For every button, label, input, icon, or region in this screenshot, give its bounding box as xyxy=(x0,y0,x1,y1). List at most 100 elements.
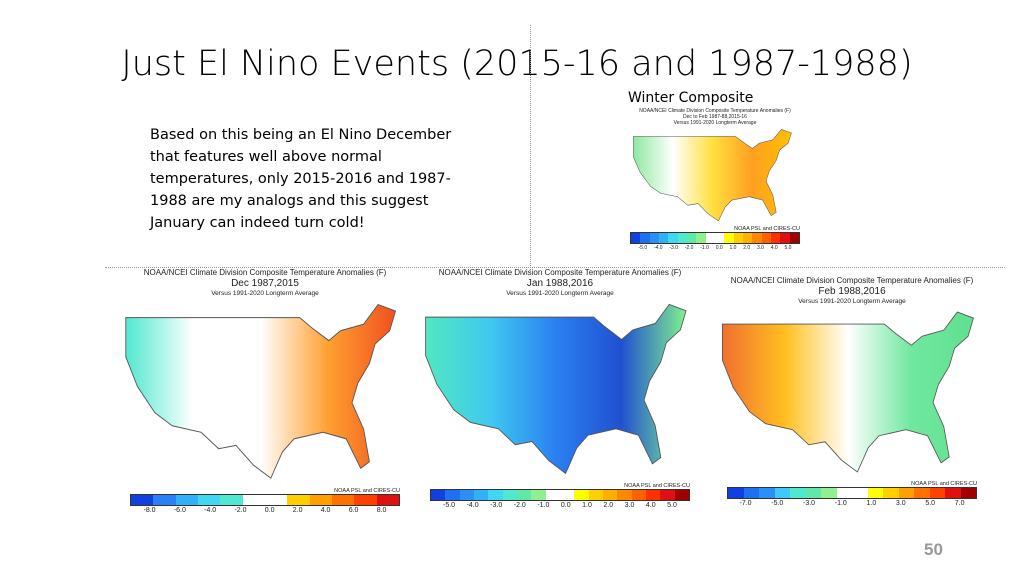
colorbar-cell xyxy=(473,490,489,500)
colorbar-cell xyxy=(752,233,762,243)
colorbar-cell xyxy=(867,488,883,498)
colorbar-cell xyxy=(770,233,781,243)
colorbar-cell xyxy=(649,233,659,243)
colorbar-cell xyxy=(724,233,734,243)
colorbar-label: 4.0 xyxy=(645,502,656,509)
colorbar-label: 4.0 xyxy=(770,245,778,251)
map-panel-jan: NOAA/NCEI Climate Division Composite Tem… xyxy=(415,268,705,509)
us-anomaly-map xyxy=(125,303,397,479)
map-credit: NOAA PSL and CIRES-CU xyxy=(734,226,800,232)
map-baseline: Versus 1991-2020 Longterm Average xyxy=(211,290,319,297)
map-title: NOAA/NCEI Climate Division Composite Tem… xyxy=(143,268,387,277)
colorbar-cell xyxy=(445,490,460,500)
colorbar-labels: -8.0 -6.0 -4.0 -2.0 0.0 2.0 4.0 6.0 8.0 xyxy=(144,507,387,514)
colorbar-label: -3.0 xyxy=(490,502,503,509)
colorbar-label: 6.0 xyxy=(348,507,359,514)
map-header: NOAA/NCEI Climate Division Composite Tem… xyxy=(600,108,830,126)
colorbar xyxy=(727,487,977,499)
us-anomaly-map xyxy=(721,311,975,473)
colorbar-cell xyxy=(728,488,744,498)
colorbar-label: -8.0 xyxy=(143,507,156,514)
colorbar-label: -4.0 xyxy=(653,245,663,251)
colorbar-cell xyxy=(790,488,806,498)
colorbar xyxy=(430,489,690,501)
colorbar-cell xyxy=(686,233,697,243)
colorbar-cell xyxy=(640,233,650,243)
colorbar-cell xyxy=(668,233,678,243)
colorbar-cell xyxy=(705,233,715,243)
colorbar-cell xyxy=(431,490,446,500)
map-title: NOAA/NCEI Climate Division Composite Tem… xyxy=(438,268,682,277)
colorbar-cell xyxy=(376,495,399,505)
colorbar-label: 2.0 xyxy=(603,502,614,509)
divider-horizontal xyxy=(105,267,1005,268)
colorbar-label: -5.0 xyxy=(443,502,456,509)
colorbar-label: 7.0 xyxy=(954,500,965,507)
map-baseline: Versus 1991-2020 Longterm Average xyxy=(506,290,614,297)
colorbar-cell xyxy=(197,495,221,505)
colorbar-label: -2.0 xyxy=(513,502,526,509)
colorbar-label: 3.0 xyxy=(756,245,764,251)
colorbar-cell xyxy=(742,233,753,243)
winter-composite-label: Winter Composite xyxy=(628,90,754,106)
colorbar-cell xyxy=(488,490,503,500)
colorbar-labels: -5.0 -4.0 -3.0 -2.0 -1.0 0.0 1.0 2.0 3.0 4.0 5.0 xyxy=(443,502,677,509)
colorbar-cell xyxy=(914,488,930,498)
map-credit: NOAA PSL and CIRES-CU xyxy=(911,481,977,487)
colorbar-cell xyxy=(516,490,532,500)
colorbar-label: 0.0 xyxy=(715,245,723,251)
colorbar-label: 2.0 xyxy=(292,507,303,514)
colorbar-labels: -5.0 -4.0 -3.0 -2.0 -1.0 0.0 1.0 2.0 3.0 4.0 5.0 xyxy=(639,245,792,251)
colorbar-label: 8.0 xyxy=(376,507,387,514)
colorbar-cell xyxy=(696,233,706,243)
colorbar-cell xyxy=(898,488,914,498)
map-title: NOAA/NCEI Climate Division Composite Tem… xyxy=(639,108,791,114)
map-baseline: Versus 1991-2020 Longterm Average xyxy=(798,298,906,305)
colorbar-cell xyxy=(759,488,775,498)
us-anomaly-map xyxy=(425,303,687,475)
colorbar-cell xyxy=(220,495,243,505)
colorbar-cell xyxy=(309,495,332,505)
colorbar-cell xyxy=(459,490,474,500)
colorbar-label: 5.0 xyxy=(667,502,677,509)
colorbar-cell xyxy=(502,490,517,500)
colorbar-cell xyxy=(588,490,603,500)
colorbar-label: -1.0 xyxy=(537,502,550,509)
colorbar-label: -2.0 xyxy=(684,245,694,251)
colorbar-label: -2.0 xyxy=(234,507,247,514)
colorbar-cell xyxy=(780,233,790,243)
map-period: Jan 1988,2016 xyxy=(526,278,594,289)
colorbar-cell xyxy=(774,488,790,498)
colorbar-cell xyxy=(761,233,771,243)
colorbar-label: -3.0 xyxy=(669,245,678,251)
colorbar-cell xyxy=(883,488,899,498)
colorbar-cell xyxy=(531,490,546,500)
colorbar-label: 2.0 xyxy=(743,245,751,251)
colorbar-cell xyxy=(714,233,725,243)
colorbar-cell xyxy=(242,495,265,505)
slide-body-text: Based on this being an El Nino December … xyxy=(150,127,452,231)
colorbar-label: 0.0 xyxy=(264,507,275,514)
colorbar-cell xyxy=(631,490,646,500)
colorbar xyxy=(630,232,800,244)
colorbar-cell xyxy=(645,490,661,500)
map-header: NOAA/NCEI Climate Division Composite Tem… xyxy=(712,276,992,306)
colorbar-label: 1.0 xyxy=(729,245,737,251)
colorbar-cell xyxy=(929,488,945,498)
colorbar-labels: -7.0 -5.0 -3.0 -1.0 1.0 3.0 5.0 7.0 xyxy=(740,500,965,507)
colorbar-cell xyxy=(153,495,176,505)
colorbar-cell xyxy=(945,488,961,498)
page-number: 50 xyxy=(924,540,943,559)
colorbar-label: -1.0 xyxy=(834,500,847,507)
divider-vertical xyxy=(530,25,531,270)
map-period: Feb 1988,2016 xyxy=(818,286,886,297)
colorbar-cell xyxy=(287,495,310,505)
colorbar-cell xyxy=(852,488,868,498)
colorbar-cell xyxy=(574,490,589,500)
colorbar-label: 5.0 xyxy=(925,500,936,507)
colorbar-label: -7.0 xyxy=(739,500,752,507)
colorbar-cell xyxy=(131,495,154,505)
colorbar xyxy=(130,494,400,506)
colorbar-label: 5.0 xyxy=(784,245,792,251)
colorbar-cell xyxy=(545,490,560,500)
